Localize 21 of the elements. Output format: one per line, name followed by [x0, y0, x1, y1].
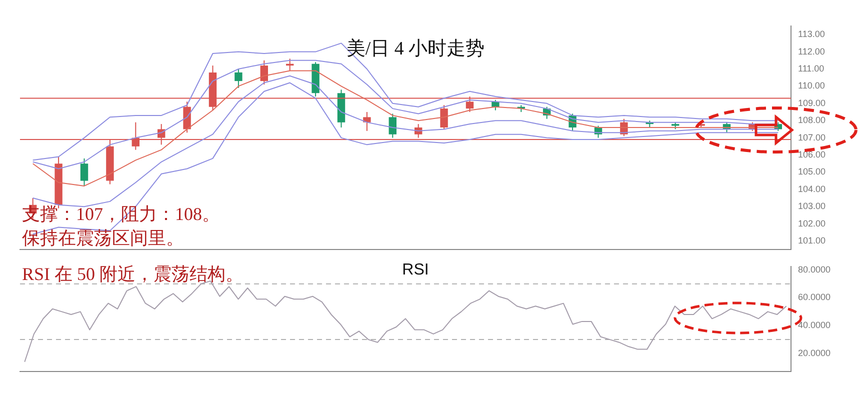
y-tick-label: 106.00 — [798, 149, 826, 160]
y-tick-label: 109.00 — [798, 98, 826, 108]
y-tick-label: 107.00 — [798, 132, 826, 142]
y-tick-label: 105.00 — [798, 166, 826, 177]
y-tick-label: 112.00 — [798, 46, 825, 56]
text: 美/日 4 小时走势 — [346, 37, 485, 60]
y-tick-label: 108.00 — [798, 115, 826, 126]
y-tick-label: 101.00 — [798, 235, 826, 246]
y-tick-label: 110.00 — [798, 80, 825, 91]
y-tick-label: 103.00 — [798, 201, 826, 212]
y-tick-label: 40.0000 — [798, 320, 831, 330]
y-tick-label: 104.00 — [798, 184, 826, 194]
y-tick-label: 113.00 — [798, 29, 825, 40]
y-tick-label: 80.0000 — [798, 264, 831, 274]
y-tick-label: 102.00 — [798, 218, 826, 228]
chart-title: RSI — [402, 261, 429, 278]
y-tick-label: 111.00 — [798, 63, 824, 74]
y-tick-label: 20.0000 — [798, 348, 831, 358]
y-tick-label: 60.0000 — [798, 292, 831, 302]
annotation: 保持在震荡区间里。 — [22, 228, 184, 248]
annotation: RSI 在 50 附近，震荡结构。 — [22, 264, 244, 284]
